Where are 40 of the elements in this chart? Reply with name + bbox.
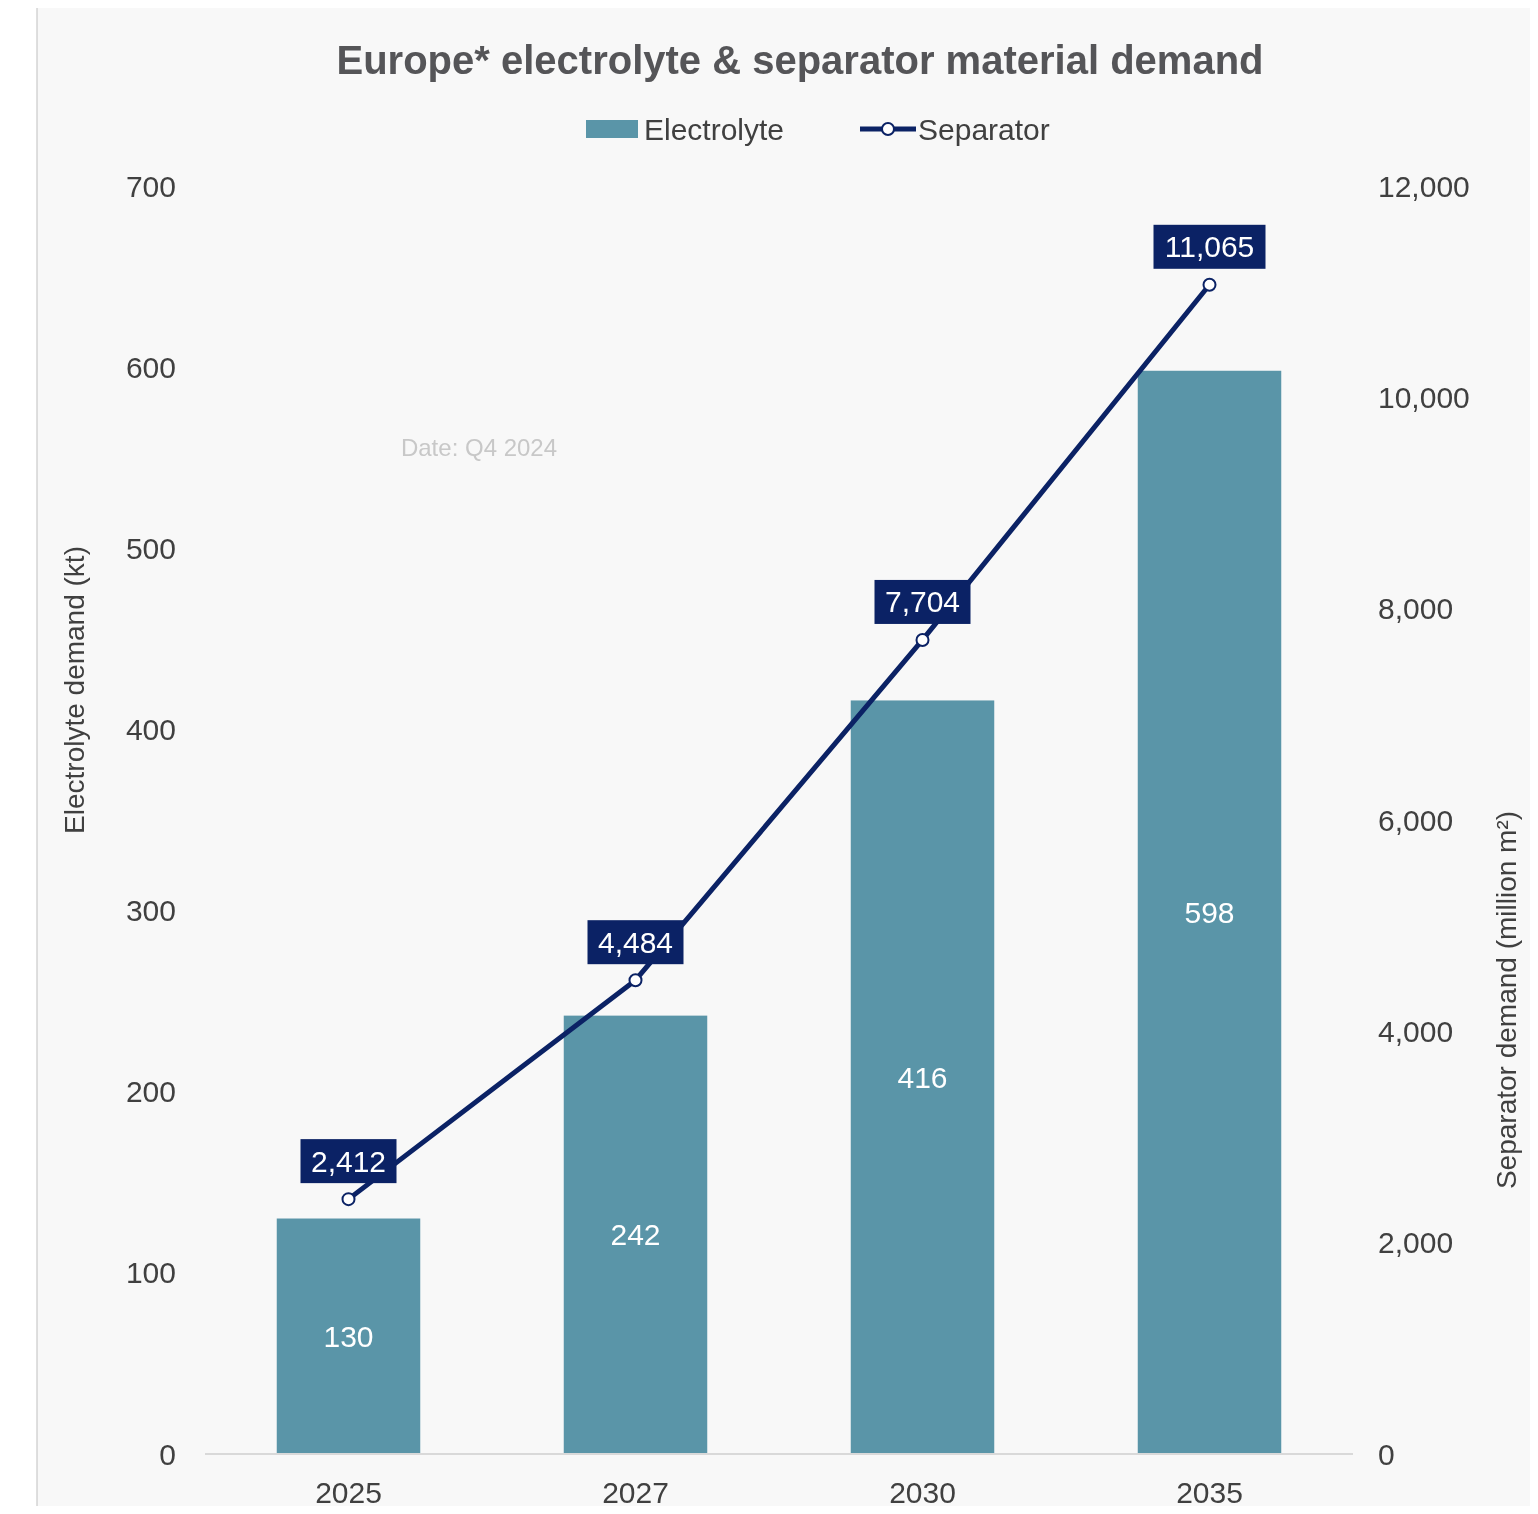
y2-tick-label: 10,000 xyxy=(1378,380,1470,414)
legend-label: Electrolyte xyxy=(644,112,785,146)
y-tick-label: 700 xyxy=(125,169,176,203)
y-tick-label: 500 xyxy=(125,531,176,565)
x-tick-label: 2027 xyxy=(602,1475,669,1509)
point xyxy=(915,632,930,647)
y2-tick-label: 0 xyxy=(1378,1437,1395,1471)
y-tick-label: 600 xyxy=(125,350,176,384)
data-label: 598 xyxy=(1184,895,1235,929)
point xyxy=(628,973,643,988)
bar xyxy=(850,700,995,1454)
y2-tick-label: 2,000 xyxy=(1378,1226,1454,1260)
data-label: 2,412 xyxy=(310,1144,387,1178)
data-label: 130 xyxy=(323,1319,374,1353)
bar xyxy=(276,1218,421,1454)
y2-tick-label: 6,000 xyxy=(1378,803,1454,837)
data-label: 242 xyxy=(610,1218,661,1252)
point xyxy=(1202,277,1217,292)
x-tick-label: 2035 xyxy=(1176,1475,1243,1509)
data-label: 11,065 xyxy=(1164,230,1255,264)
y2-tick-label: 8,000 xyxy=(1378,592,1454,626)
x-tick-label: 2030 xyxy=(889,1475,956,1509)
y-tick-label: 200 xyxy=(125,1075,176,1109)
bar xyxy=(1137,370,1282,1454)
y2-axis-title: Separator demand (million m²) xyxy=(1490,810,1522,1190)
y2-tick-label: 12,000 xyxy=(1378,169,1470,203)
y-tick-label: 0 xyxy=(159,1437,176,1471)
y-tick-label: 100 xyxy=(125,1256,176,1290)
bar xyxy=(563,1015,708,1454)
data-label: 4,484 xyxy=(597,925,674,959)
y2-tick-label: 4,000 xyxy=(1378,1014,1454,1048)
y-tick-label: 300 xyxy=(125,894,176,928)
x-tick-label: 2025 xyxy=(315,1475,382,1509)
point xyxy=(341,1192,356,1207)
legend-label: Separator xyxy=(918,112,1050,146)
data-label: 416 xyxy=(897,1060,948,1094)
y-tick-label: 400 xyxy=(125,712,176,746)
y-axis-title: Electrolyte demand (kt) xyxy=(59,546,90,834)
data-label: 7,704 xyxy=(884,585,961,619)
chart-title: Europe* electrolyte & separator material demand xyxy=(336,38,1264,82)
